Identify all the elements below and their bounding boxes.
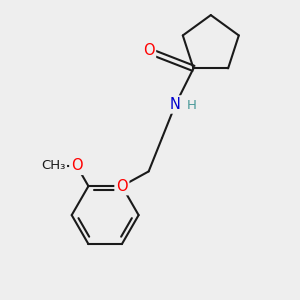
Text: CH₃: CH₃: [41, 159, 65, 172]
Text: O: O: [71, 158, 82, 173]
Text: N: N: [170, 97, 181, 112]
Text: O: O: [116, 178, 128, 194]
Text: H: H: [187, 99, 196, 112]
Text: O: O: [143, 44, 154, 59]
